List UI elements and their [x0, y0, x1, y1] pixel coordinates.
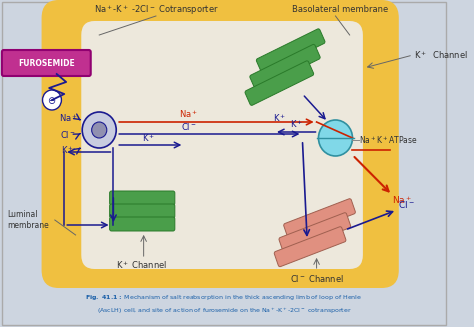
- Text: K$^+$ Channel: K$^+$ Channel: [116, 259, 167, 271]
- FancyBboxPatch shape: [109, 204, 175, 218]
- Circle shape: [43, 90, 62, 110]
- Text: K$^+$  Channel: K$^+$ Channel: [414, 49, 468, 61]
- FancyBboxPatch shape: [2, 50, 91, 76]
- FancyBboxPatch shape: [245, 61, 314, 105]
- FancyBboxPatch shape: [109, 217, 175, 231]
- Circle shape: [91, 122, 107, 138]
- Text: Basolateral membrane: Basolateral membrane: [292, 6, 388, 14]
- FancyBboxPatch shape: [2, 2, 446, 325]
- Text: (AscLH) cell, and site of action of furosemide on the Na$^+$-K$^+$-2Cl$^-$ cotra: (AscLH) cell, and site of action of furo…: [97, 306, 351, 316]
- Text: FUROSEMIDE: FUROSEMIDE: [18, 59, 75, 67]
- Text: K$^+$: K$^+$: [273, 112, 286, 124]
- Text: Cl$^-$: Cl$^-$: [60, 129, 76, 141]
- Text: Cl$^-$: Cl$^-$: [398, 199, 415, 211]
- Text: $\ominus$: $\ominus$: [47, 95, 56, 106]
- Text: Na$^+$: Na$^+$: [180, 108, 199, 120]
- FancyBboxPatch shape: [283, 199, 356, 239]
- FancyBboxPatch shape: [109, 191, 175, 205]
- Text: Luminal
membrane: Luminal membrane: [8, 210, 49, 230]
- Text: Cl$^-$ Channel: Cl$^-$ Channel: [290, 272, 344, 284]
- Text: Na$^+$: Na$^+$: [392, 194, 412, 206]
- Circle shape: [82, 112, 116, 148]
- Text: Cl$^-$: Cl$^-$: [181, 122, 197, 132]
- FancyBboxPatch shape: [279, 213, 351, 253]
- Text: K$^+$: K$^+$: [290, 118, 303, 130]
- Text: $\bf{Fig.\ 41.1:}$ Mechanism of salt reabsorption in the thick ascending limb of: $\bf{Fig.\ 41.1:}$ Mechanism of salt rea…: [85, 294, 363, 302]
- Text: Na$^+$K$^+$ATPase: Na$^+$K$^+$ATPase: [359, 134, 418, 146]
- Text: K$^+$: K$^+$: [142, 132, 155, 144]
- FancyBboxPatch shape: [256, 29, 325, 73]
- FancyBboxPatch shape: [81, 21, 363, 269]
- Text: K$^+$: K$^+$: [62, 144, 74, 156]
- Circle shape: [319, 120, 353, 156]
- Text: Na$^+$-K$^+$ -2Cl$^-$ Cotransporter: Na$^+$-K$^+$ -2Cl$^-$ Cotransporter: [93, 3, 218, 17]
- FancyBboxPatch shape: [274, 227, 346, 267]
- FancyBboxPatch shape: [250, 44, 320, 90]
- FancyBboxPatch shape: [42, 0, 399, 288]
- Text: Na$^+$: Na$^+$: [58, 112, 78, 124]
